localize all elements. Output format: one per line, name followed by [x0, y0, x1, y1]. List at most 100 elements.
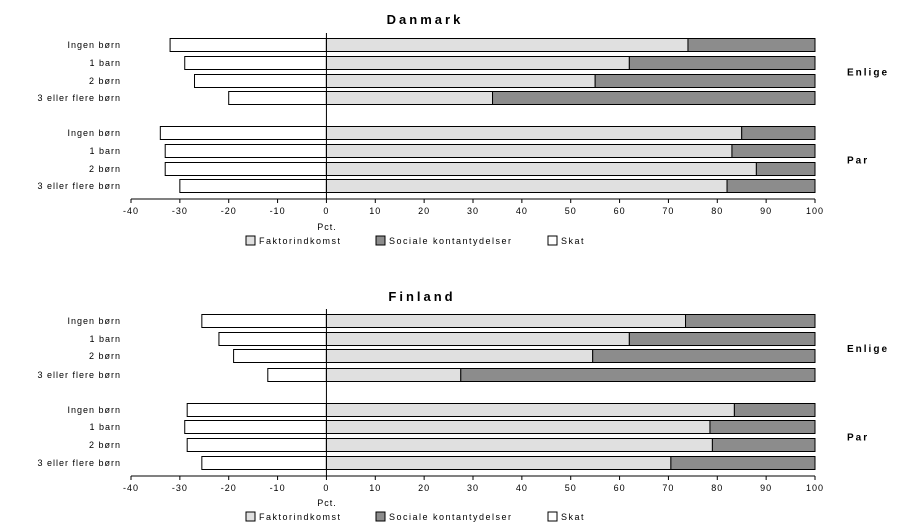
x-axis: -40 -30 -20 -10 0 10 20 30 40 50 60 70 80 90 100: [123, 33, 823, 216]
category-label: 1 barn: [89, 422, 121, 432]
chart-panel-finland: Finland Ingen børn 1 barn 2 børn 3 eller fl…: [37, 289, 889, 522]
x-tick-label: -40: [123, 206, 139, 216]
legend-label: Faktorindkomst: [259, 236, 342, 246]
x-tick-label: -10: [270, 206, 286, 216]
bar-sociale-kontantydelser: [726, 179, 816, 193]
bar-sociale-kontantydelser: [628, 332, 816, 346]
legend-label: Faktorindkomst: [259, 512, 342, 522]
bar-faktorindkomst: [325, 403, 735, 417]
x-tick-label: 70: [662, 483, 674, 493]
bar-sociale-kontantydelser: [685, 314, 816, 328]
bar-skat: [164, 144, 327, 158]
category-label: 2 børn: [89, 351, 121, 361]
bar-skat: [233, 349, 327, 363]
x-tick-label: 40: [516, 206, 528, 216]
bar-skat: [186, 403, 327, 417]
bar-sociale-kontantydelser: [687, 38, 816, 52]
legend: Faktorindkomst Sociale kontantydelser Skat: [245, 235, 585, 246]
legend-item: Sociale kontantydelser: [375, 235, 511, 246]
x-tick-label: 50: [565, 483, 577, 493]
legend-item: Sociale kontantydelser: [375, 511, 511, 522]
x-tick-label: -20: [221, 206, 237, 216]
bar-sociale-kontantydelser: [594, 74, 816, 88]
bar-faktorindkomst: [325, 162, 757, 176]
bar-skat: [201, 314, 327, 328]
bar-sociale-kontantydelser: [709, 420, 816, 434]
bar-skat: [218, 332, 327, 346]
bar-sociale-kontantydelser: [741, 126, 816, 140]
x-tick-label: -30: [172, 483, 188, 493]
category-label: 3 eller flere børn: [37, 93, 121, 103]
bar-skat: [164, 162, 327, 176]
bar-sociale-kontantydelser: [592, 349, 816, 363]
x-tick-label: -20: [221, 483, 237, 493]
group-label: Par: [847, 156, 869, 167]
category-label: Ingen børn: [67, 40, 121, 50]
x-tick-label: 80: [711, 206, 723, 216]
legend-item: Faktorindkomst: [245, 235, 342, 246]
bar-area: Ingen børn 1 barn 2 børn 3 eller flere børn…: [37, 314, 889, 470]
bar-sociale-kontantydelser: [711, 438, 816, 452]
legend-swatch: [547, 235, 558, 246]
x-tick-label: 80: [711, 483, 723, 493]
bar-sociale-kontantydelser: [670, 456, 816, 470]
category-label: 1 barn: [89, 146, 121, 156]
x-tick-label: 100: [806, 483, 824, 493]
bar-skat: [184, 420, 327, 434]
legend-item: Skat: [547, 235, 585, 246]
x-tick-label: 90: [760, 206, 772, 216]
bar-faktorindkomst: [325, 38, 689, 52]
bar-skat: [169, 38, 327, 52]
x-tick-label: 40: [516, 483, 528, 493]
x-tick-label: 60: [614, 206, 626, 216]
bar-sociale-kontantydelser: [731, 144, 816, 158]
category-label: 2 børn: [89, 164, 121, 174]
x-tick-label: 10: [369, 483, 381, 493]
legend-swatch: [375, 511, 386, 522]
bar-faktorindkomst: [325, 368, 462, 382]
legend-swatch: [547, 511, 558, 522]
legend: Faktorindkomst Sociale kontantydelser Skat: [245, 511, 585, 522]
x-tick-label: 60: [614, 483, 626, 493]
legend-swatch: [245, 511, 256, 522]
category-label: 3 eller flere børn: [37, 370, 121, 380]
legend-label: Skat: [561, 512, 585, 522]
category-label: Ingen børn: [67, 316, 121, 326]
bar-faktorindkomst: [325, 126, 743, 140]
x-tick-label: 0: [323, 483, 329, 493]
legend-swatch: [245, 235, 256, 246]
legend-swatch: [375, 235, 386, 246]
bar-faktorindkomst: [325, 91, 494, 105]
chart-title: Finland: [388, 289, 455, 304]
bar-area: Ingen børn 1 barn 2 børn 3 eller flere børn…: [37, 38, 889, 193]
x-axis: -40 -30 -20 -10 0 10 20 30 40 50 60 70 80 90 100: [123, 309, 824, 493]
bar-sociale-kontantydelser: [492, 91, 816, 105]
bar-sociale-kontantydelser: [460, 368, 816, 382]
group-label: Enlige: [847, 344, 889, 355]
chart-title: Danmark: [387, 12, 464, 27]
bar-skat: [201, 456, 327, 470]
x-tick-label: 20: [418, 483, 430, 493]
x-tick-label: -30: [172, 206, 188, 216]
category-label: Ingen børn: [67, 128, 121, 138]
group-label: Enlige: [847, 68, 889, 79]
x-tick-label: 20: [418, 206, 430, 216]
bar-faktorindkomst: [325, 438, 713, 452]
x-tick-label: -10: [270, 483, 286, 493]
legend-label: Skat: [561, 236, 585, 246]
category-label: 3 eller flere børn: [37, 181, 121, 191]
x-tick-label: -40: [123, 483, 139, 493]
legend-item: Skat: [547, 511, 585, 522]
x-tick-label: 30: [467, 206, 479, 216]
x-tick-label: 70: [662, 206, 674, 216]
legend-item: Faktorindkomst: [245, 511, 342, 522]
category-label: 3 eller flere børn: [37, 458, 121, 468]
category-label: 2 børn: [89, 440, 121, 450]
bar-skat: [194, 74, 327, 88]
x-tick-label: 10: [369, 206, 381, 216]
bar-skat: [186, 438, 327, 452]
bar-skat: [267, 368, 327, 382]
bar-faktorindkomst: [325, 314, 687, 328]
bar-faktorindkomst: [325, 179, 728, 193]
bar-faktorindkomst: [325, 144, 733, 158]
